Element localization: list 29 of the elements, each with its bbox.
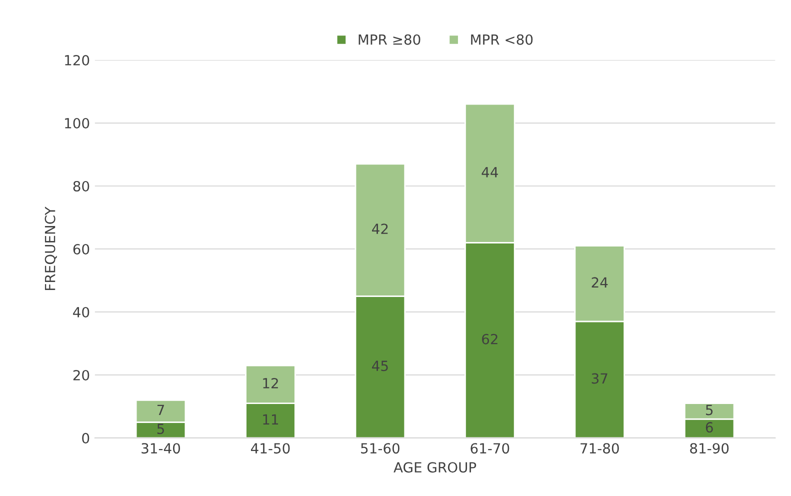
y-tick-label: 20	[73, 370, 90, 380]
x-axis-title: AGE GROUP	[394, 462, 476, 473]
data-label: 45	[372, 360, 388, 372]
data-label: 7	[157, 404, 164, 416]
y-tick-label: 60	[73, 244, 90, 254]
data-label: 24	[592, 277, 608, 288]
y-axis-title: FREQUENCY	[44, 206, 57, 290]
data-label: 42	[372, 224, 388, 234]
y-tick-label: 0	[82, 432, 90, 444]
legend-label: MPR <80	[471, 34, 533, 45]
data-label: 11	[263, 414, 278, 424]
x-tick-label: 51-60	[361, 443, 400, 454]
legend-label: MPR ≥80	[358, 34, 420, 45]
x-tick-label: 61-70	[470, 443, 510, 454]
data-label: 5	[157, 424, 164, 434]
x-tick-label: 71-80	[580, 443, 619, 454]
y-tick-label: 80	[73, 180, 90, 192]
x-tick-label: 41-50	[250, 443, 290, 454]
y-tick-label: 40	[73, 306, 90, 318]
data-label: 12	[263, 378, 278, 388]
y-tick-label: 120	[65, 54, 90, 66]
data-label: 37	[592, 373, 608, 384]
x-tick-label: 81-90	[690, 443, 729, 454]
y-tick-label: 100	[65, 118, 90, 128]
data-label: 44	[482, 167, 498, 178]
data-label: 6	[706, 422, 713, 433]
data-label: 62	[482, 334, 498, 344]
x-tick-label: 31-40	[142, 443, 180, 454]
data-label: 5	[706, 404, 713, 416]
